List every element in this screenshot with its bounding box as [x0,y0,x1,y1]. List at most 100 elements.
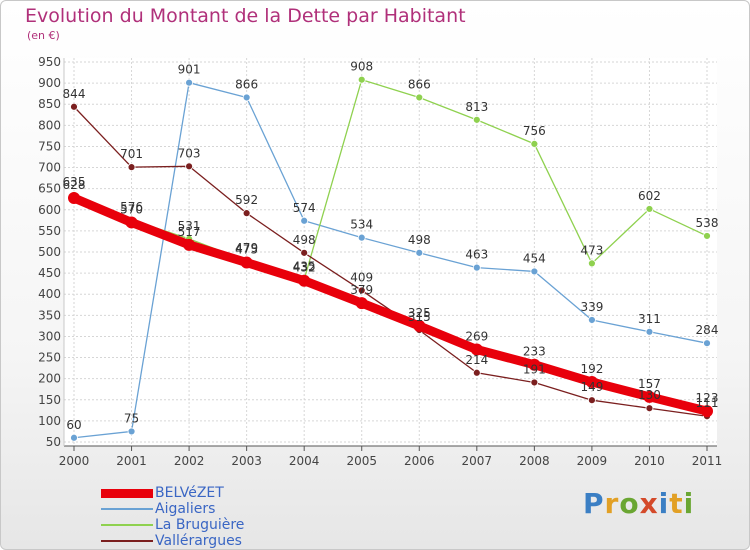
x-tick-label: 2010 [634,454,665,468]
data-label: 479 [235,241,258,255]
x-tick-label: 2004 [289,454,320,468]
data-label: 111 [696,396,719,410]
data-point [645,205,654,213]
x-tick-label: 2001 [116,454,147,468]
data-label: 866 [408,77,431,91]
data-point [701,405,713,418]
data-label: 498 [293,233,316,247]
data-point [530,267,539,276]
data-label: 214 [465,353,488,367]
data-label: 75 [124,411,139,425]
data-label: 602 [638,189,661,203]
data-label: 233 [523,345,546,359]
legend-label: Vallérargues [155,533,242,549]
series-line [73,79,708,281]
data-label: 592 [235,193,258,207]
data-label: 409 [350,270,373,284]
chart-legend: BELVéZET Aigaliers La Bruguière Vallérargue… [101,485,244,549]
y-tick-label: 900 [38,76,61,90]
data-label: 473 [580,243,603,257]
data-point [300,216,309,225]
data-label: 570 [120,202,143,216]
proxiti-logo: Proxiti [583,487,695,520]
legend-label: La Bruguière [155,517,245,533]
data-point [530,140,539,148]
data-label: 463 [465,248,488,262]
data-point [472,263,481,272]
data-label: 475 [235,243,258,257]
data-label: 130 [638,388,661,402]
data-label: 701 [120,147,143,161]
data-point [242,93,251,102]
data-point [127,427,136,436]
y-tick-label: 950 [38,55,61,69]
data-label: 756 [523,124,546,138]
legend-item: Vallérargues [101,533,244,549]
y-tick-label: 500 [38,245,61,259]
data-label: 574 [293,201,316,215]
data-point [588,316,596,324]
chart-title: Evolution du Montant de la Dette par Hab… [25,5,466,27]
data-label: 269 [465,330,488,344]
legend-item: BELVéZET [101,485,244,501]
y-tick-label: 150 [38,393,61,407]
data-label: 534 [350,218,373,232]
data-label: 325 [408,306,431,320]
y-tick-label: 750 [38,139,61,153]
y-tick-label: 300 [38,329,61,343]
data-point [413,319,426,332]
data-label: 538 [696,216,719,230]
data-label: 315 [408,310,431,324]
data-point [242,209,251,218]
y-tick-label: 800 [38,118,61,132]
data-point [357,75,366,84]
y-tick-label: 650 [38,182,61,196]
legend-label: BELVéZET [155,485,224,501]
data-label: 517 [178,225,201,239]
data-point [415,93,424,102]
legend-item: La Bruguière [101,517,244,533]
data-point [645,327,654,336]
data-label: 284 [696,323,719,337]
data-point [472,368,481,377]
data-point [528,358,541,371]
data-label: 901 [178,63,201,77]
legend-label: Aigaliers [155,501,216,517]
x-tick-label: 2005 [346,454,377,468]
data-point [703,232,711,240]
y-tick-label: 600 [38,203,61,217]
x-tick-label: 2002 [174,454,205,468]
chart-unit: (en €) [27,29,60,42]
y-tick-label: 350 [38,308,61,322]
data-label: 123 [696,391,719,405]
data-label: 60 [66,418,81,432]
data-label: 191 [523,362,546,376]
data-point [68,191,80,204]
data-label: 432 [293,261,316,275]
legend-swatch [101,524,153,526]
data-label: 576 [120,200,143,214]
data-point [70,102,78,111]
data-label: 813 [465,100,488,114]
y-tick-label: 400 [38,287,61,301]
data-label: 628 [63,178,86,192]
data-point [185,162,193,171]
data-point [298,274,311,287]
data-point [643,390,656,403]
x-tick-label: 2008 [519,454,550,468]
data-label: 454 [523,251,546,265]
data-point [588,396,596,405]
data-label: 311 [638,312,661,326]
series-line [69,193,712,416]
data-label: 866 [235,77,258,91]
data-point [645,404,654,413]
y-tick-label: 200 [38,372,61,386]
data-point [185,78,193,87]
series-line [73,82,708,439]
x-tick-label: 2007 [462,454,493,468]
data-label: 157 [638,377,661,391]
y-tick-label: 250 [38,351,61,365]
legend-swatch [101,488,153,498]
